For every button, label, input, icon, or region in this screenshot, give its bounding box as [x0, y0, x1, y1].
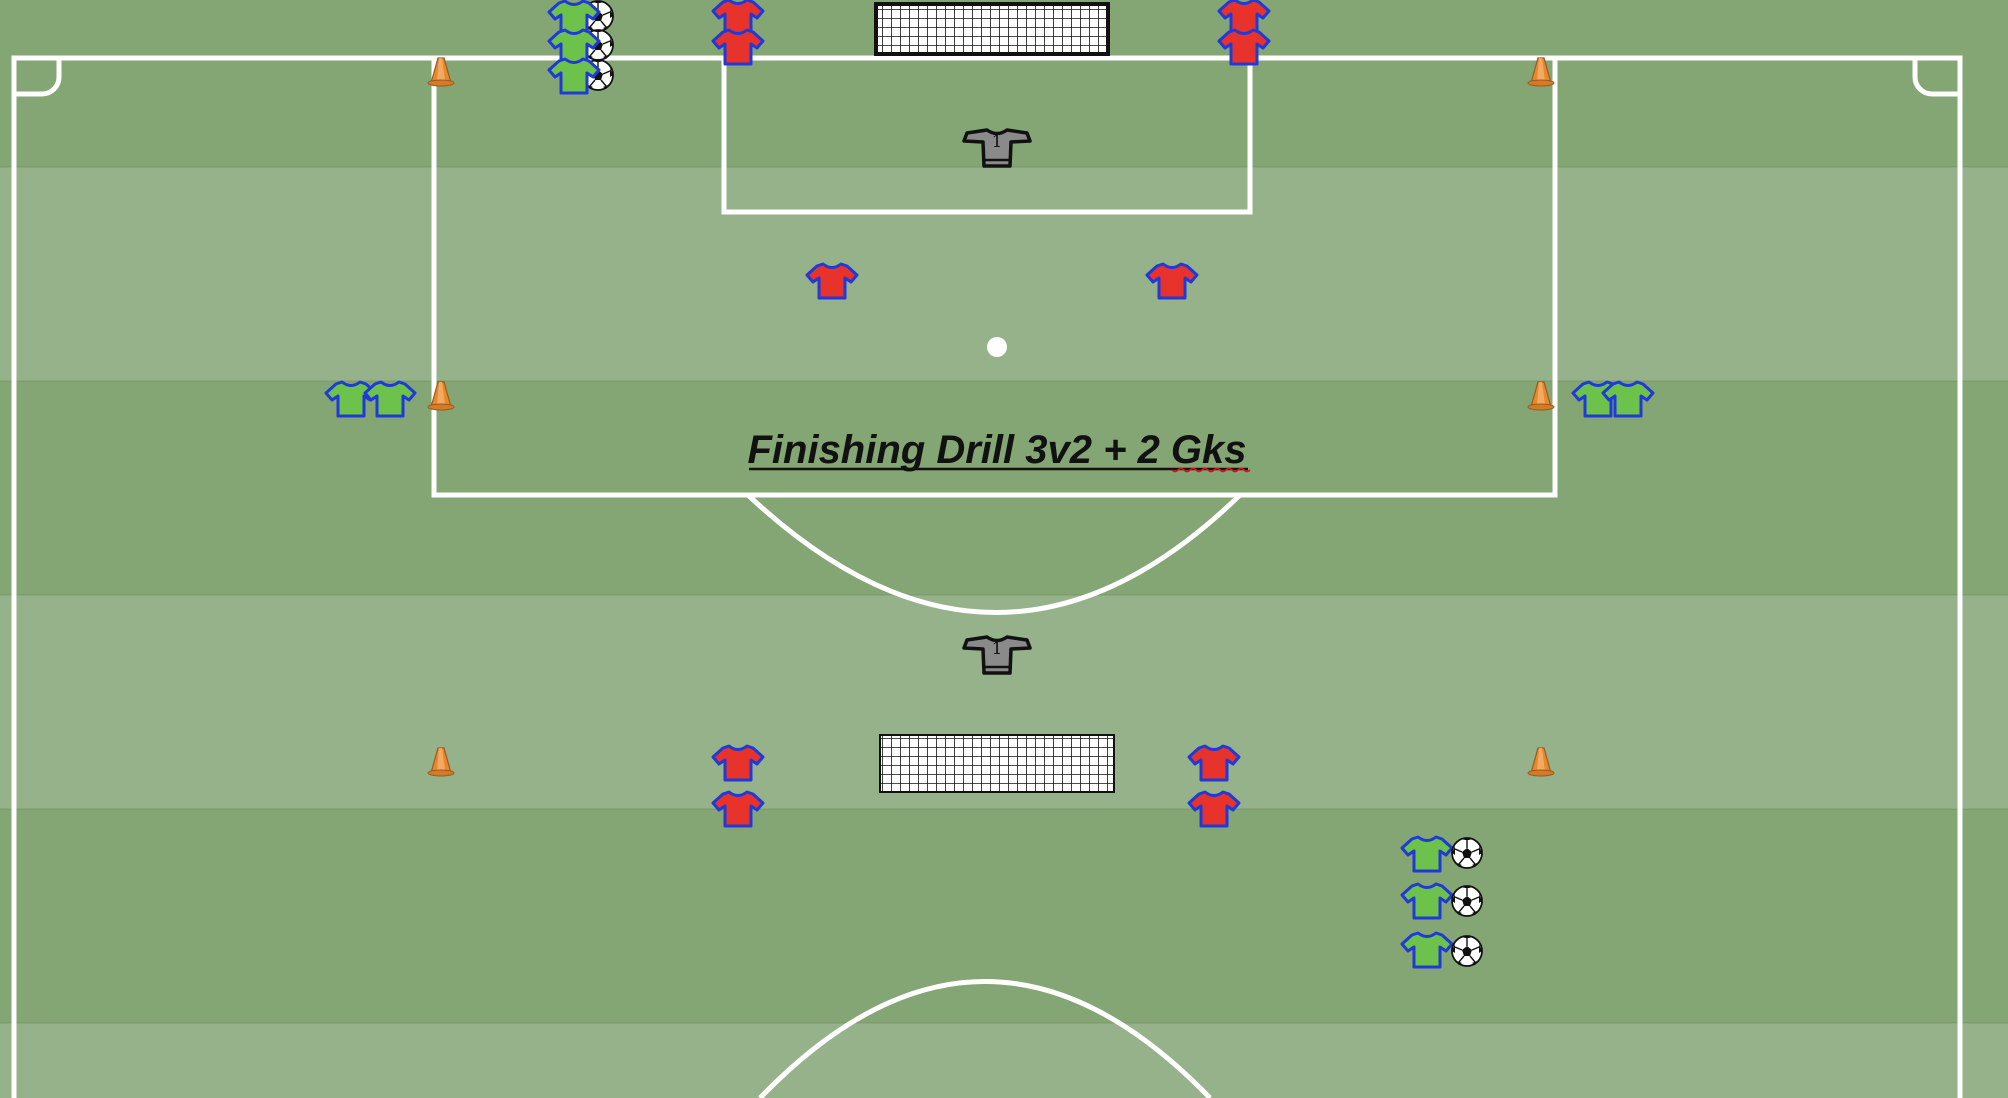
goalkeeper-number: 1 — [992, 639, 1003, 659]
goalkeeper-top: 1 — [962, 128, 1032, 168]
penalty-box — [431, 58, 1558, 498]
pitch-markings — [11, 55, 1963, 1098]
goalkeeper-number: 1 — [992, 132, 1003, 152]
goal-net-bottom — [879, 734, 1115, 793]
goal-net-icon — [879, 734, 1115, 793]
goal-net-top — [874, 2, 1110, 56]
goalkeeper-bottom: 1 — [962, 635, 1032, 675]
drill-title-text: Finishing Drill 3v2 + 2 Gks — [747, 428, 1246, 472]
goal-net-icon — [874, 2, 1110, 56]
penalty-arc — [746, 493, 1242, 615]
ball-icon — [1451, 885, 1483, 917]
spellcheck-squiggle — [1171, 467, 1251, 473]
ball-icon — [1451, 837, 1483, 869]
goal-area — [721, 58, 1253, 215]
drill-title: Finishing Drill 3v2 + 2 Gks — [747, 428, 1251, 473]
center-circle — [758, 979, 1212, 1098]
penalty-spot — [987, 337, 1007, 357]
corner-arc-left — [14, 58, 62, 97]
touch-and-goal-lines — [11, 55, 1963, 1098]
corner-arc-right — [1912, 58, 1960, 97]
ball-icon — [1451, 935, 1483, 967]
